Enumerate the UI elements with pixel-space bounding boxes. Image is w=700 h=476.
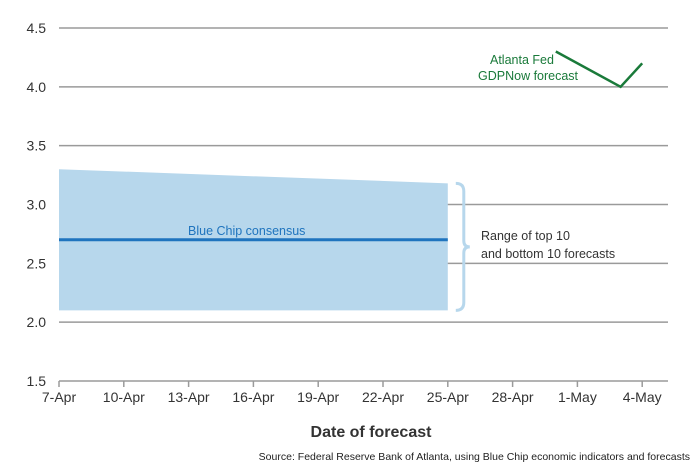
y-tick-label: 3.0 xyxy=(27,197,47,213)
x-tick-label: 25-Apr xyxy=(427,389,469,405)
series-layer xyxy=(59,50,644,242)
x-axis-title: Date of forecast xyxy=(311,424,433,441)
gdpnow-label-line2: GDPNow forecast xyxy=(478,69,579,83)
x-axis-tick-labels: 7-Apr 10-Apr 13-Apr 16-Apr 19-Apr 22-Apr 25-Ap… xyxy=(42,389,662,405)
x-tick-label: 16-Apr xyxy=(232,389,274,405)
x-tick-label: 10-Apr xyxy=(103,389,145,405)
range-bracket xyxy=(455,181,470,312)
range-label-line2: and bottom 10 forecasts xyxy=(481,247,615,261)
blue-chip-consensus-label: Blue Chip consensus xyxy=(188,224,305,238)
x-tick-label: 4-May xyxy=(623,389,662,405)
x-tick-label: 19-Apr xyxy=(297,389,339,405)
x-tick-label: 22-Apr xyxy=(362,389,404,405)
source-note: Source: Federal Reserve Bank of Atlanta,… xyxy=(259,451,690,463)
x-tick-label: 1-May xyxy=(558,389,597,405)
x-tick-label: 28-Apr xyxy=(492,389,534,405)
y-tick-label: 2.0 xyxy=(27,314,47,330)
x-tick-label: 13-Apr xyxy=(168,389,210,405)
x-axis xyxy=(58,380,668,387)
y-tick-label: 4.5 xyxy=(27,20,47,36)
range-label-line1: Range of top 10 xyxy=(481,229,570,243)
y-tick-label: 4.0 xyxy=(27,79,47,95)
y-tick-label: 2.5 xyxy=(27,255,47,271)
y-tick-label: 3.5 xyxy=(27,138,47,154)
gdpnow-forecast-line xyxy=(555,50,644,89)
x-tick-label: 7-Apr xyxy=(42,389,77,405)
y-tick-label: 1.5 xyxy=(27,373,47,389)
y-axis-tick-labels: 1.5 2.0 2.5 3.0 3.5 4.0 4.5 xyxy=(27,20,47,389)
gdpnow-label-line1: Atlanta Fed xyxy=(490,53,554,67)
